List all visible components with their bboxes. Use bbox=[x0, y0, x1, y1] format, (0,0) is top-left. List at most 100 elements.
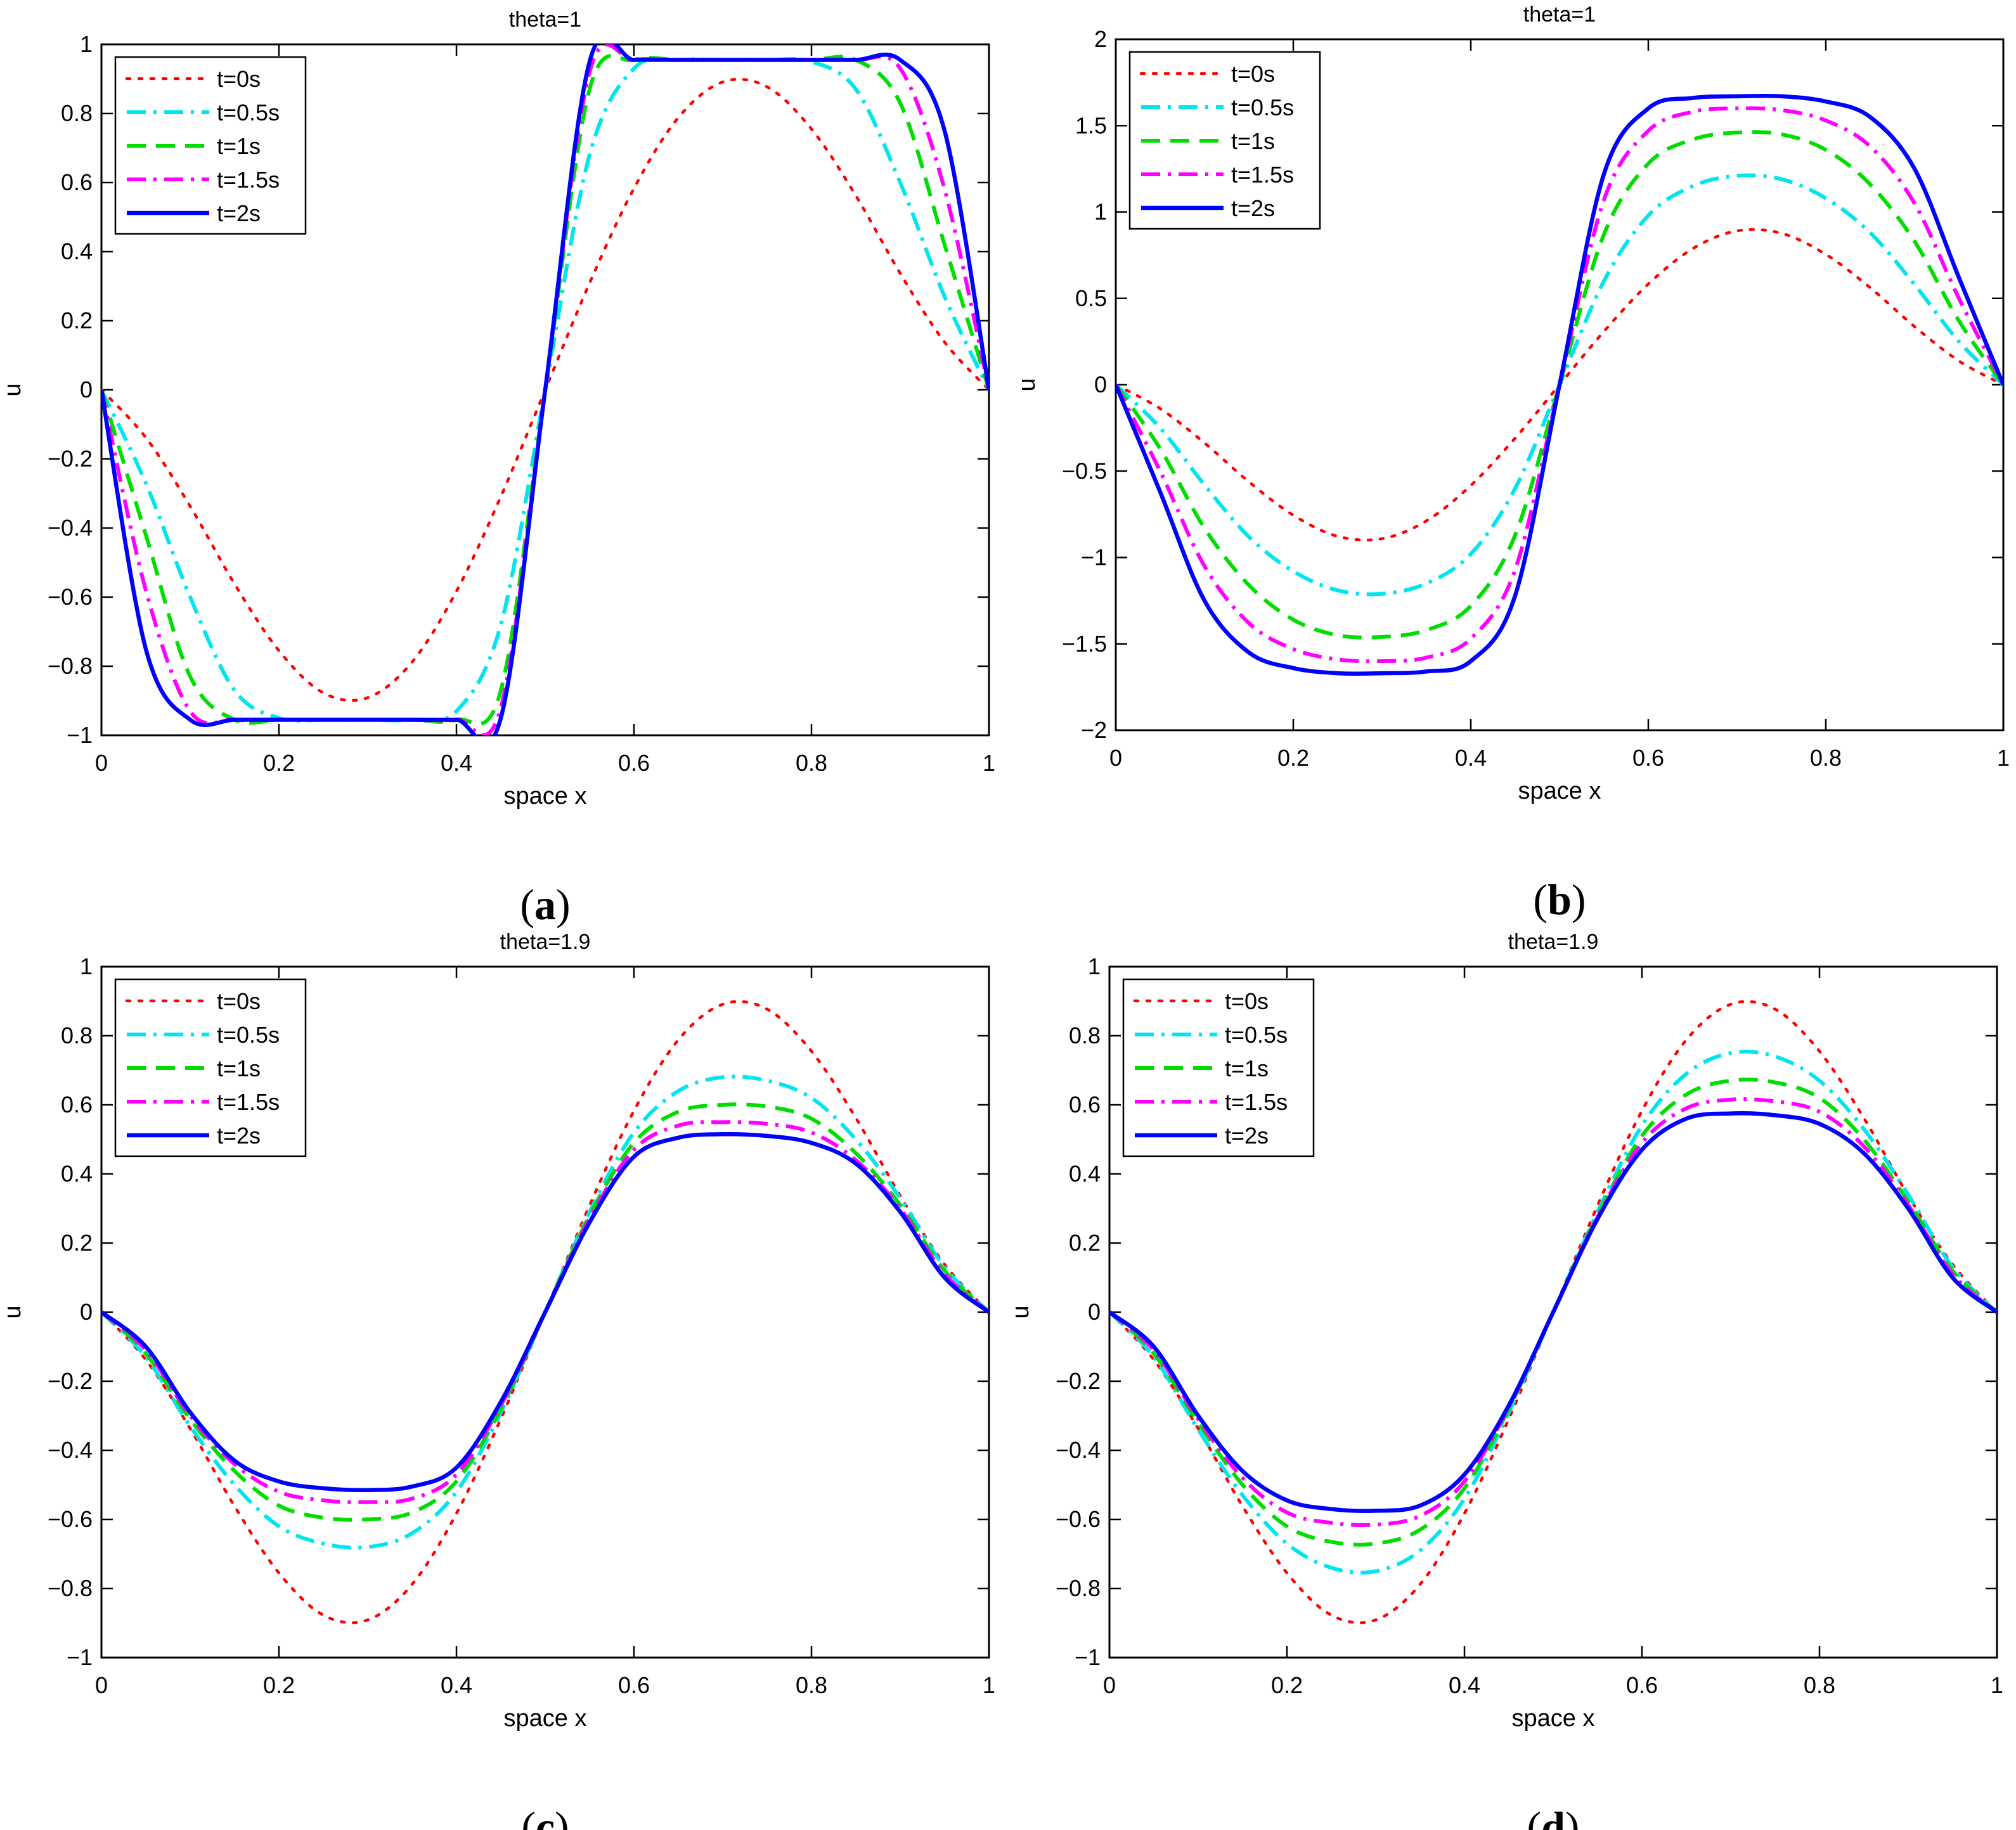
y-tick-label: 0.8 bbox=[1069, 1022, 1101, 1048]
y-axis-label: u bbox=[1014, 378, 1040, 391]
y-tick-label: −0.8 bbox=[48, 1575, 93, 1601]
y-tick-label: −0.2 bbox=[48, 446, 93, 472]
legend-label: t=2s bbox=[217, 200, 261, 226]
chart-panel-c: theta=1.9 0 0.2 0.4 0.6 0.8 1 −1 −0.8 −0.6 −0.4 −0.… bbox=[0, 930, 995, 1830]
y-tick-label: −0.4 bbox=[48, 515, 93, 541]
y-tick-label: 0.4 bbox=[61, 238, 93, 264]
x-tick-label: 0.6 bbox=[618, 1672, 650, 1698]
y-tick-label: −0.2 bbox=[48, 1368, 93, 1394]
y-tick-label: 1 bbox=[80, 31, 93, 57]
x-tick-label: 0.8 bbox=[796, 750, 827, 776]
y-tick-label: −1 bbox=[67, 1644, 93, 1670]
x-axis-label: space x bbox=[504, 1705, 587, 1732]
caption-paren-close: ) bbox=[556, 880, 571, 929]
legend-label: t=1.5s bbox=[217, 1089, 280, 1115]
legend-label: t=0.5s bbox=[1231, 94, 1294, 120]
y-axis-label: u bbox=[1007, 1305, 1034, 1318]
y-tick-label: −1 bbox=[1081, 544, 1107, 570]
x-tick-label: 1 bbox=[983, 750, 995, 776]
x-tick-label: 0 bbox=[1103, 1672, 1116, 1698]
series-lines bbox=[1109, 1000, 1997, 1625]
legend-box bbox=[114, 56, 307, 235]
series-line-t=1.5s bbox=[1116, 106, 2003, 664]
x-tick-label: 0.4 bbox=[1449, 1672, 1480, 1698]
legend: t=0s t=0.5s t=1s t=1.5s t=2s bbox=[114, 978, 307, 1157]
y-tick-label: −0.5 bbox=[1062, 458, 1107, 484]
x-axis-label: space x bbox=[504, 783, 587, 809]
y-tick-label: 0.6 bbox=[61, 169, 93, 195]
y-tick-label: −0.8 bbox=[1056, 1575, 1101, 1601]
legend-label: t=1s bbox=[217, 1055, 261, 1081]
legend-box bbox=[1128, 51, 1321, 230]
panel-caption: (b) bbox=[1533, 875, 1586, 924]
x-tick-label: 0 bbox=[95, 750, 108, 776]
y-tick-label: −0.6 bbox=[1056, 1506, 1101, 1532]
y-tick-label: 0.8 bbox=[61, 100, 93, 126]
panel-caption: (d) bbox=[1527, 1803, 1579, 1830]
legend: t=0s t=0.5s t=1s t=1.5s t=2s bbox=[1128, 51, 1321, 230]
chart-title: theta=1.9 bbox=[1508, 930, 1599, 954]
series-line-t=1s bbox=[1116, 130, 2003, 640]
y-tick-label: −1.5 bbox=[1062, 631, 1107, 657]
x-tick-label: 0 bbox=[1109, 745, 1122, 771]
x-tick-label: 1 bbox=[1991, 1672, 2003, 1698]
y-tick-label: 0.2 bbox=[1069, 1230, 1101, 1256]
legend-label: t=1s bbox=[1231, 128, 1275, 154]
y-tick-label: −2 bbox=[1081, 717, 1107, 743]
y-tick-label: 1.5 bbox=[1075, 112, 1107, 138]
series-lines bbox=[101, 1000, 989, 1625]
x-tick-label: 0.2 bbox=[263, 750, 295, 776]
caption-letter: b bbox=[1548, 875, 1572, 924]
y-tick-label: 2 bbox=[1094, 26, 1107, 52]
x-tick-label: 0.2 bbox=[1271, 1672, 1303, 1698]
chart-panel-d: theta=1.9 0 0.2 0.4 0.6 0.8 1 −1 −0.8 −0.6 −0.4 −0.… bbox=[1007, 930, 2003, 1830]
x-axis-label: space x bbox=[1512, 1705, 1595, 1732]
series-lines bbox=[1116, 93, 2003, 676]
chart-panel-a: theta=1 0 0.2 0.4 0.6 0.8 1 −1 −0.8 −0.6 −0.4 −0.2 0… bbox=[0, 8, 995, 929]
chart-title: theta=1 bbox=[509, 8, 581, 32]
y-tick-label: −0.2 bbox=[1056, 1368, 1101, 1394]
series-line-t=2s bbox=[101, 44, 989, 735]
caption-paren-open: ( bbox=[520, 880, 534, 929]
series-line-t=2s bbox=[101, 1131, 989, 1493]
y-tick-label: 1 bbox=[1088, 953, 1101, 979]
chart-title: theta=1.9 bbox=[500, 930, 591, 954]
legend-label: t=0s bbox=[1231, 61, 1275, 87]
caption-letter: a bbox=[534, 880, 556, 929]
y-tick-label: 1 bbox=[80, 953, 93, 979]
y-axis-label: u bbox=[0, 383, 26, 396]
legend-label: t=2s bbox=[1225, 1123, 1269, 1149]
legend-label: t=1s bbox=[217, 133, 261, 159]
caption-paren-open: ( bbox=[1533, 875, 1548, 924]
y-tick-label: 0.4 bbox=[1069, 1161, 1101, 1187]
x-tick-label: 0.8 bbox=[1804, 1672, 1835, 1698]
legend-label: t=0.5s bbox=[217, 100, 280, 126]
y-tick-label: 1 bbox=[1094, 199, 1107, 225]
caption-letter: d bbox=[1541, 1803, 1565, 1830]
x-tick-label: 0.6 bbox=[618, 750, 650, 776]
chart-title: theta=1 bbox=[1523, 3, 1596, 27]
y-tick-label: 0.5 bbox=[1075, 285, 1107, 311]
x-tick-label: 0.2 bbox=[1277, 745, 1309, 771]
legend: t=0s t=0.5s t=1s t=1.5s t=2s bbox=[114, 56, 307, 235]
y-tick-label: −0.8 bbox=[48, 653, 93, 679]
x-tick-label: 0.4 bbox=[441, 1672, 472, 1698]
y-tick-label: 0 bbox=[80, 377, 93, 403]
caption-paren-close: ) bbox=[555, 1803, 569, 1830]
y-tick-label: −1 bbox=[1075, 1644, 1101, 1670]
x-tick-label: 1 bbox=[983, 1672, 995, 1698]
caption-letter: c bbox=[536, 1803, 555, 1830]
legend-label: t=0s bbox=[1225, 988, 1269, 1014]
panel-caption: (c) bbox=[521, 1803, 569, 1830]
legend-label: t=0s bbox=[217, 988, 261, 1014]
legend-label: t=2s bbox=[1231, 195, 1275, 221]
x-tick-label: 1 bbox=[1997, 745, 2010, 771]
legend: t=0s t=0.5s t=1s t=1.5s t=2s bbox=[1122, 978, 1315, 1157]
x-tick-label: 0.8 bbox=[1810, 745, 1842, 771]
series-line-t=2s bbox=[1109, 1111, 1997, 1513]
y-tick-label: −0.6 bbox=[48, 584, 93, 610]
legend-label: t=1.5s bbox=[1225, 1089, 1288, 1115]
legend-label: t=1.5s bbox=[217, 167, 280, 193]
y-tick-label: 0.6 bbox=[1069, 1092, 1101, 1118]
legend-label: t=1.5s bbox=[1231, 162, 1294, 188]
